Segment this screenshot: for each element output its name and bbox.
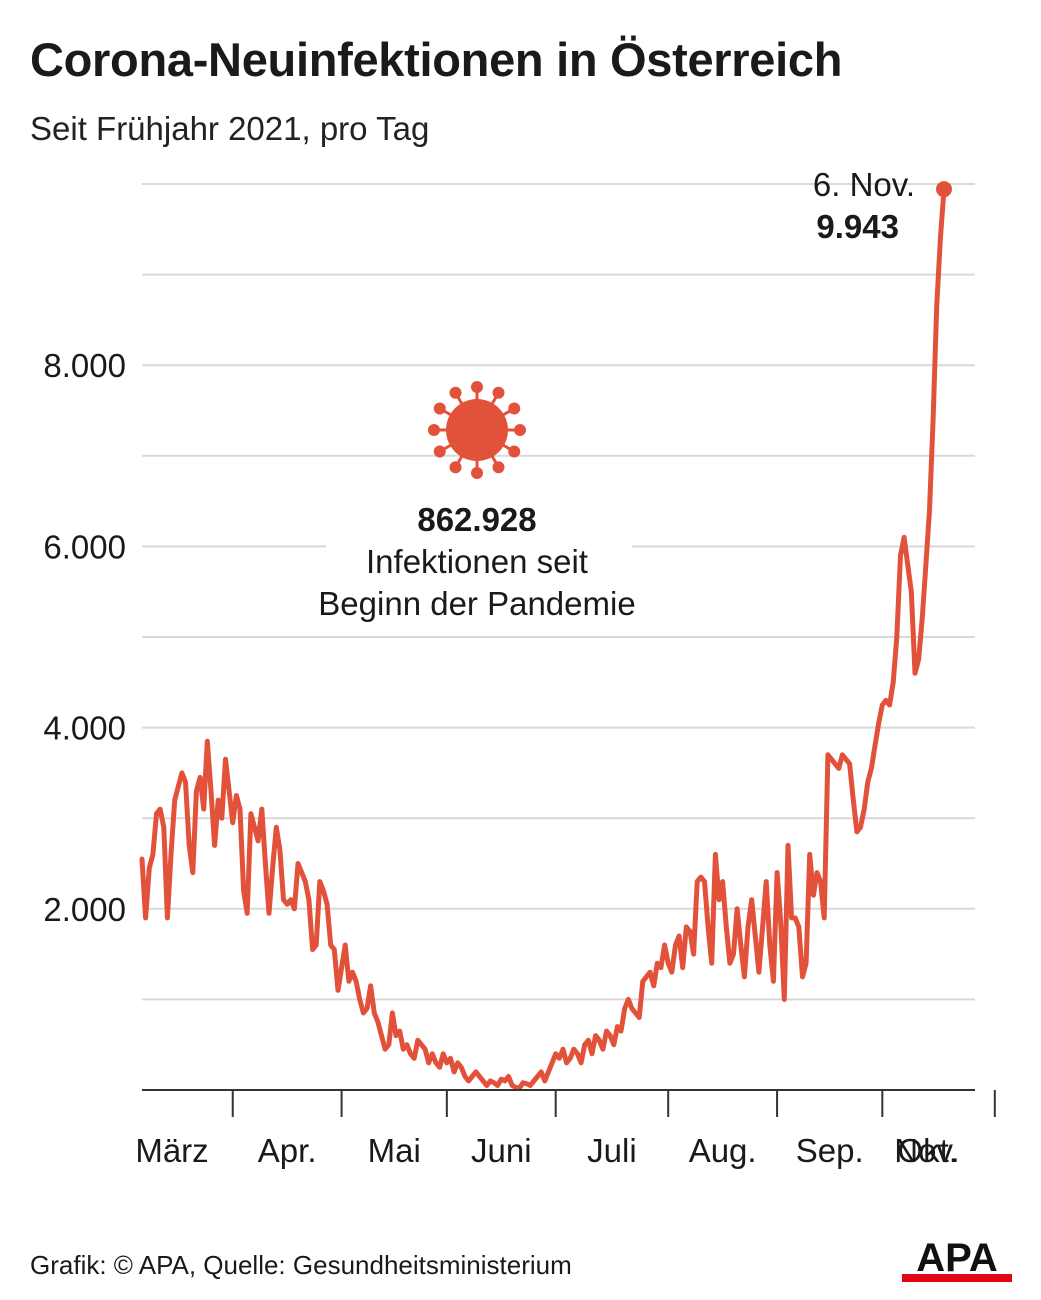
x-tick-label: Apr.: [258, 1132, 317, 1169]
y-tick-label: 8.000: [43, 347, 126, 384]
last-data-point: [936, 181, 952, 198]
x-tick-label: Mai: [368, 1132, 421, 1169]
virus-spike-tip: [492, 461, 505, 474]
x-tick-label: März: [135, 1132, 208, 1169]
virus-spike-tip: [449, 386, 462, 399]
source-credit: Grafik: © APA, Quelle: Gesundheitsminist…: [30, 1250, 572, 1280]
virus-spike-tip: [449, 461, 462, 474]
virus-spike-tip: [433, 445, 446, 458]
total-infections-value: 862.928: [417, 501, 536, 538]
x-tick-label: Juni: [471, 1132, 532, 1169]
last-point-value-label: 9.943: [816, 208, 899, 245]
gridlines: [142, 183, 975, 1001]
virus-spike-tip: [508, 402, 521, 415]
y-tick-label: 6.000: [43, 528, 126, 565]
x-tick-label: Nov.: [894, 1132, 959, 1169]
virus-spike-tip: [433, 402, 446, 415]
series-line: [139, 186, 947, 1091]
apa-logo-text: APA: [916, 1236, 997, 1280]
y-tick-label: 2.000: [43, 891, 126, 928]
y-tick-label: 4.000: [43, 710, 126, 747]
virus-icon: [428, 381, 526, 479]
virus-spike-tip: [471, 467, 483, 479]
x-tick-label: Aug.: [689, 1132, 757, 1169]
annotation-background: [326, 492, 632, 624]
virus-body: [446, 399, 508, 461]
apa-logo: APA: [902, 1236, 1012, 1282]
total-infections-label-line1: Infektionen seit: [366, 543, 588, 580]
x-axis-ticks: [231, 1090, 996, 1117]
y-axis-labels: 2.000 4.000 6.000 8.000: [43, 347, 126, 928]
x-axis-labels: März Apr. Mai Juni Juli Aug. Sep. Okt.Nov.: [135, 1132, 959, 1169]
x-tick-label: Okt.: [897, 1132, 958, 1169]
x-tick-label: Juli: [587, 1132, 637, 1169]
virus-spike-tip: [514, 424, 526, 436]
last-point-date-label: 6. Nov.: [813, 166, 915, 203]
apa-logo-bar: [902, 1274, 1012, 1282]
virus-spike-tip: [492, 386, 505, 399]
chart-title: Corona-Neuinfektionen in Österreich: [30, 33, 843, 86]
chart-subtitle: Seit Frühjahr 2021, pro Tag: [30, 110, 430, 147]
total-infections-label-line2: Beginn der Pandemie: [318, 585, 635, 622]
virus-spike-tip: [508, 445, 521, 458]
virus-spike-tip: [471, 381, 483, 393]
virus-spike-tip: [428, 424, 440, 436]
total-annotation: 862.928 Infektionen seit Beginn der Pand…: [318, 381, 636, 624]
x-tick-label: Sep.: [796, 1132, 864, 1169]
